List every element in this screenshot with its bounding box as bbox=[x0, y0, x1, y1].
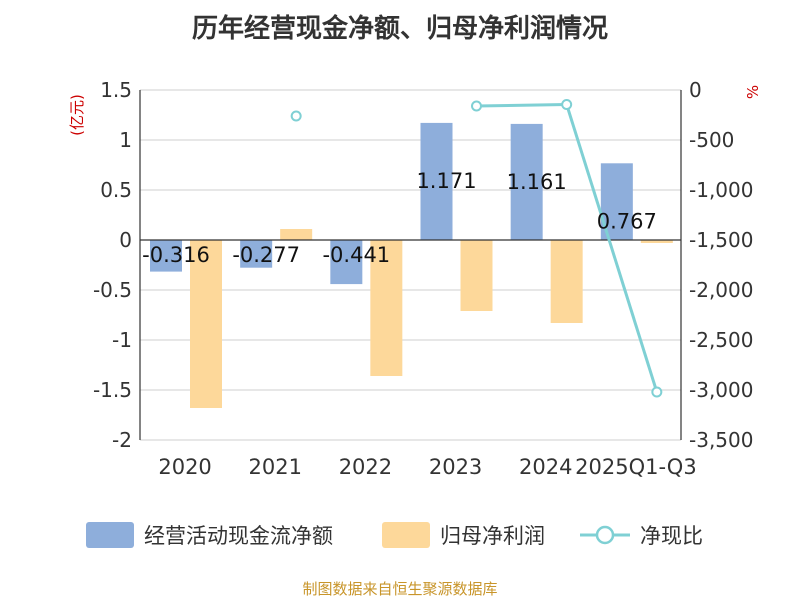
y-left-tick-label: 1 bbox=[119, 128, 132, 152]
bar-net-profit bbox=[640, 240, 673, 243]
y-left-tick-label: 0.5 bbox=[100, 178, 132, 202]
data-label-cash-flow: 0.767 bbox=[597, 209, 657, 233]
y-left-tick-label: -2 bbox=[112, 428, 132, 452]
source-note: 制图数据来自恒生聚源数据库 bbox=[302, 580, 498, 598]
y-left-tick-label: -0.5 bbox=[93, 278, 132, 302]
bar-cash-flow bbox=[150, 240, 182, 272]
chart-title: 历年经营现金净额、归母净利润情况 bbox=[191, 14, 608, 44]
ratio-line-segment bbox=[476, 103, 567, 108]
data-label-cash-flow: 1.161 bbox=[507, 170, 567, 194]
legend-label-net-profit: 归母净利润 bbox=[440, 524, 545, 548]
y-right-tick-label: -1,500 bbox=[689, 228, 753, 252]
y-right-tick-label: -2,000 bbox=[689, 278, 753, 302]
ratio-point bbox=[471, 100, 482, 112]
y-right-tick-label: -3,000 bbox=[689, 378, 753, 402]
ratio-point bbox=[651, 386, 663, 398]
x-tick-label: 2022 bbox=[339, 455, 392, 479]
y-left-unit-label: (亿元) bbox=[68, 94, 86, 136]
x-tick-label: 2021 bbox=[249, 455, 302, 479]
bar-cash-flow bbox=[510, 123, 543, 240]
legend-swatch-net-profit bbox=[382, 522, 430, 548]
ratio-line-layer bbox=[290, 99, 663, 398]
bar-cash-flow bbox=[420, 122, 453, 240]
bar-cash-flow bbox=[330, 240, 363, 285]
bar-net-profit bbox=[370, 240, 403, 376]
y-right-tick-label: -1,000 bbox=[689, 178, 753, 202]
y-left-tick-label: -1 bbox=[112, 328, 132, 352]
x-tick-label: 2025Q1-Q3 bbox=[575, 455, 697, 479]
data-label-cash-flow: -0.277 bbox=[232, 243, 300, 267]
y-left-tick-label: 0 bbox=[119, 228, 132, 252]
bar-net-profit bbox=[460, 240, 493, 311]
bar-net-profit bbox=[550, 240, 583, 323]
data-label-cash-flow: -0.441 bbox=[322, 243, 390, 267]
ratio-line-segment bbox=[565, 104, 659, 393]
axes: 1.5 1 0.5 0 -0.5 -1 -1.5 -2 0 -500 -1,000 -1,500 -2,… bbox=[68, 78, 762, 479]
y-right-tick-label: -3,500 bbox=[689, 428, 753, 452]
legend: 经营活动现金流净额 归母净利润 净现比 bbox=[86, 522, 703, 548]
y-left-tick-label: -1.5 bbox=[93, 378, 132, 402]
data-label-cash-flow: 1.171 bbox=[416, 169, 476, 193]
bar-cash-flow bbox=[240, 240, 273, 268]
y-right-unit-label: % bbox=[744, 85, 762, 99]
bar-layer bbox=[150, 122, 673, 408]
x-tick-label: 2024 bbox=[519, 455, 572, 479]
x-tick-label: 2020 bbox=[158, 455, 211, 479]
data-label-cash-flow: -0.316 bbox=[142, 243, 210, 267]
legend-label-ratio: 净现比 bbox=[640, 524, 703, 548]
ratio-point bbox=[290, 110, 302, 122]
y-right-tick-label: -500 bbox=[689, 128, 734, 152]
y-left-tick-label: 1.5 bbox=[100, 78, 132, 102]
x-tick-label: 2023 bbox=[429, 455, 482, 479]
bar-net-profit bbox=[280, 229, 313, 240]
legend-swatch-cash-flow bbox=[86, 522, 134, 548]
bar-net-profit bbox=[190, 240, 222, 408]
data-labels: -0.316 -0.277 -0.441 1.171 1.161 0.767 bbox=[142, 169, 657, 267]
ratio-point bbox=[561, 99, 573, 110]
y-right-tick-label: 0 bbox=[689, 78, 702, 102]
legend-swatch-ratio-marker bbox=[595, 525, 615, 545]
y-right-tick-label: -2,500 bbox=[689, 328, 753, 352]
legend-label-cash-flow: 经营活动现金流净额 bbox=[144, 524, 333, 548]
